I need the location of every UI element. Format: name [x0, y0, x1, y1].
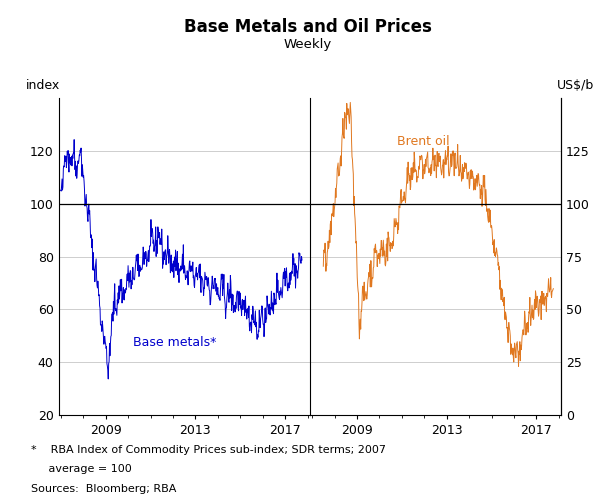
Text: Weekly: Weekly [284, 38, 332, 51]
Text: index: index [26, 79, 60, 92]
Text: Base metals*: Base metals* [132, 337, 216, 349]
Text: Base Metals and Oil Prices: Base Metals and Oil Prices [184, 18, 432, 36]
Text: US$/b: US$/b [557, 79, 594, 92]
Text: Brent oil: Brent oil [397, 135, 450, 147]
Text: Sources:  Bloomberg; RBA: Sources: Bloomberg; RBA [31, 484, 176, 494]
Text: *    RBA Index of Commodity Prices sub-index; SDR terms; 2007: * RBA Index of Commodity Prices sub-inde… [31, 445, 386, 455]
Text: average = 100: average = 100 [31, 464, 132, 474]
